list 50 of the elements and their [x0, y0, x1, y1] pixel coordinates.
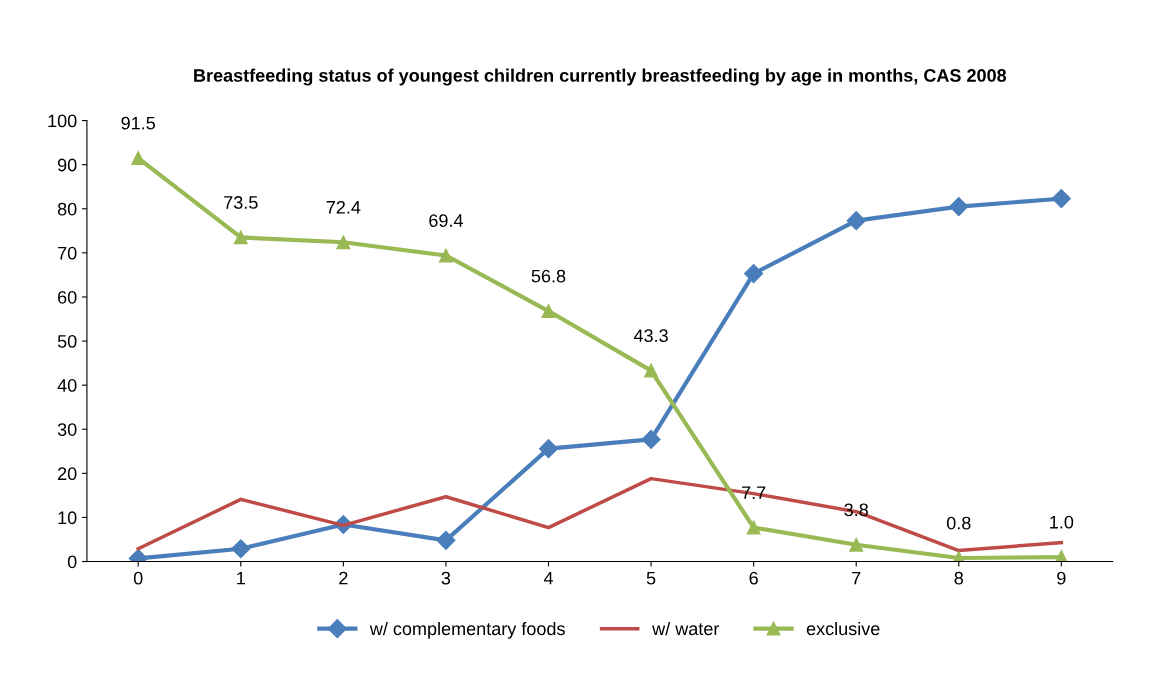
legend-label: exclusive: [806, 621, 880, 636]
y-tick-label: 70: [58, 246, 77, 260]
data-label: 1.0: [1050, 515, 1074, 529]
point: [131, 151, 146, 166]
legend-label: w/ water: [652, 621, 720, 636]
data-label: 73.5: [224, 196, 258, 209]
y-tick-label: 100: [48, 114, 77, 128]
point: [746, 520, 761, 535]
point: [233, 230, 248, 245]
x-tick-label: 0: [133, 571, 143, 585]
point: [436, 530, 456, 550]
y-tick-label: 90: [57, 158, 77, 172]
legend-label: w/ complementary foods: [369, 621, 565, 639]
data-label: 0.8: [946, 516, 971, 530]
point: [849, 537, 864, 552]
point: [644, 363, 659, 378]
point: [744, 264, 764, 284]
x-tick-label: 7: [852, 571, 861, 585]
y-tick-label: 60: [58, 290, 77, 304]
point: [438, 248, 453, 263]
chart-title: Breastfeeding status of youngest children currently breastfeeding by age in months, CAS 2008: [194, 68, 1007, 86]
y-tick-label: 80: [57, 202, 77, 216]
y-tick-label: 10: [58, 511, 77, 525]
y-tick-label: 50: [57, 334, 77, 348]
y-tick-label: 20: [58, 467, 77, 481]
point: [541, 304, 556, 319]
point: [336, 235, 351, 250]
y-tick-label: 0: [67, 555, 77, 569]
x-tick-label: 5: [646, 571, 656, 585]
data-label: 56.8: [531, 269, 566, 283]
y-tick-label: 30: [57, 423, 77, 436]
point: [1051, 189, 1071, 209]
point: [846, 211, 866, 231]
point: [641, 429, 661, 449]
x-tick-label: 6: [749, 571, 758, 585]
point: [538, 439, 559, 459]
data-label: 91.5: [121, 116, 156, 130]
point: [231, 539, 251, 559]
point: [949, 197, 969, 217]
y-tick-label: 40: [57, 379, 77, 392]
x-tick-label: 9: [1057, 571, 1066, 585]
data-label: 72.4: [326, 200, 361, 214]
x-tick-label: 8: [954, 571, 964, 585]
data-label: 7.7: [742, 486, 766, 499]
x-tick-label: 2: [339, 571, 348, 585]
x-tick-label: 1: [237, 571, 245, 585]
data-label: 43.3: [633, 329, 668, 343]
x-tick-label: 4: [543, 571, 553, 585]
x-tick-label: 3: [441, 571, 451, 585]
data-label: 69.4: [429, 214, 463, 227]
